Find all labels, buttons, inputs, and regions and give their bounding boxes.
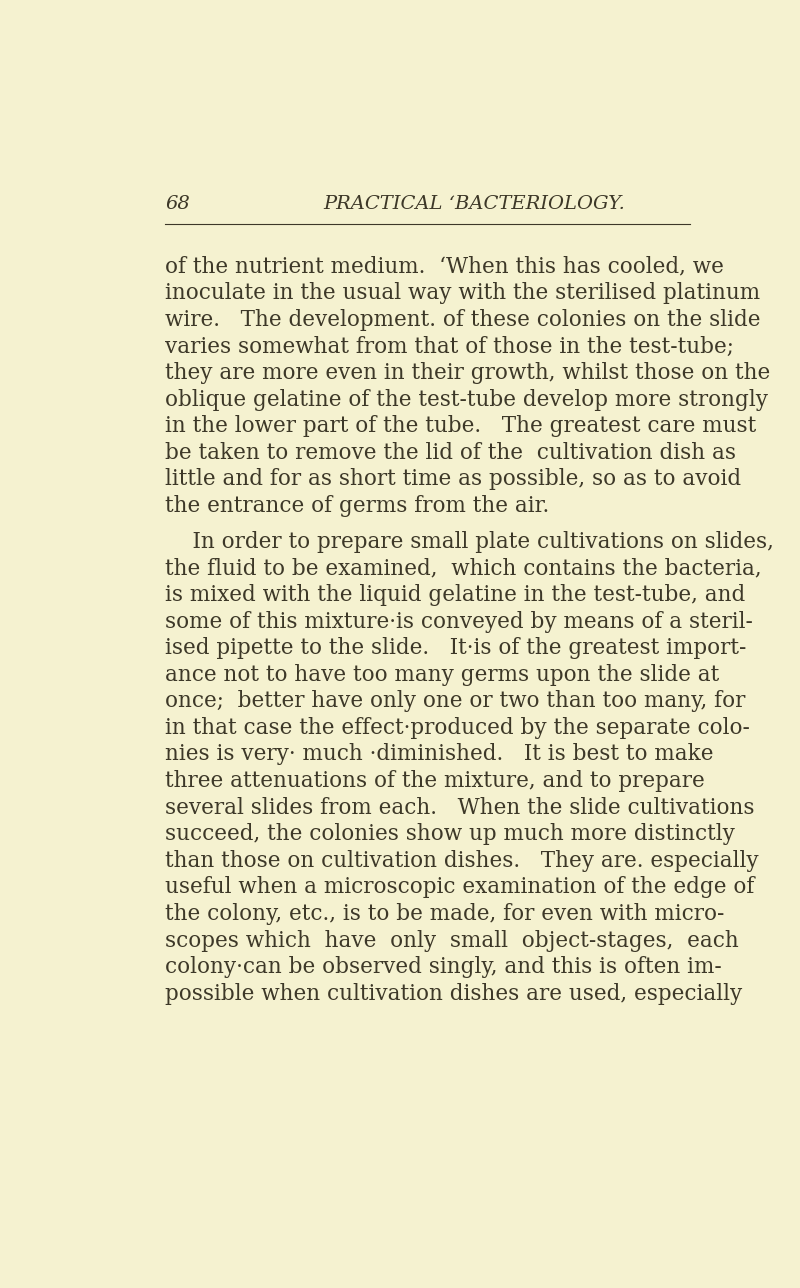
Text: little and for as short time as possible, so as to avoid: little and for as short time as possible… <box>165 469 742 491</box>
Text: useful when a microscopic examination of the edge of: useful when a microscopic examination of… <box>165 876 754 898</box>
Text: 68: 68 <box>165 194 190 213</box>
Text: varies somewhat from that of those in the test-tube;: varies somewhat from that of those in th… <box>165 335 734 358</box>
Text: ised pipette to the slide.   It·is of the greatest import-: ised pipette to the slide. It·is of the … <box>165 638 746 659</box>
Text: ance not to have too many germs upon the slide at: ance not to have too many germs upon the… <box>165 663 719 685</box>
Text: scopes which  have  only  small  object-stages,  each: scopes which have only small object-stag… <box>165 930 739 952</box>
Text: In order to prepare small plate cultivations on slides,: In order to prepare small plate cultivat… <box>165 531 774 553</box>
Text: possible when cultivation dishes are used, especially: possible when cultivation dishes are use… <box>165 983 742 1005</box>
Text: in the lower part of the tube.   The greatest care must: in the lower part of the tube. The great… <box>165 415 756 437</box>
Text: once;  better have only one or two than too many, for: once; better have only one or two than t… <box>165 690 746 712</box>
Text: wire.   The development. of these colonies on the slide: wire. The development. of these colonies… <box>165 309 761 331</box>
Text: than those on cultivation dishes.   They are. especially: than those on cultivation dishes. They a… <box>165 850 758 872</box>
Text: they are more even in their growth, whilst those on the: they are more even in their growth, whil… <box>165 362 770 384</box>
Text: be taken to remove the lid of the  cultivation dish as: be taken to remove the lid of the cultiv… <box>165 442 736 464</box>
Text: the colony, etc., is to be made, for even with micro-: the colony, etc., is to be made, for eve… <box>165 903 725 925</box>
Text: is mixed with the liquid gelatine in the test-tube, and: is mixed with the liquid gelatine in the… <box>165 583 746 605</box>
Text: colony·can be observed singly, and this is often im-: colony·can be observed singly, and this … <box>165 956 722 978</box>
Text: PRACTICAL ‘BACTERIOLOGY.: PRACTICAL ‘BACTERIOLOGY. <box>323 194 625 213</box>
Text: the fluid to be examined,  which contains the bacteria,: the fluid to be examined, which contains… <box>165 558 762 580</box>
Text: three attenuations of the mixture, and to prepare: three attenuations of the mixture, and t… <box>165 770 705 792</box>
Text: succeed, the colonies show up much more distinctly: succeed, the colonies show up much more … <box>165 823 735 845</box>
Text: of the nutrient medium.  ʻWhen this has cooled, we: of the nutrient medium. ʻWhen this has c… <box>165 256 724 278</box>
Text: several slides from each.   When the slide cultivations: several slides from each. When the slide… <box>165 796 754 819</box>
Text: the entrance of germs from the air.: the entrance of germs from the air. <box>165 495 550 516</box>
Text: oblique gelatine of the test-tube develop more strongly: oblique gelatine of the test-tube develo… <box>165 389 768 411</box>
Text: nies is very· much ·diminished.   It is best to make: nies is very· much ·diminished. It is be… <box>165 743 714 765</box>
Text: in that case the effect·produced by the separate colo-: in that case the effect·produced by the … <box>165 717 750 739</box>
Text: some of this mixture·is conveyed by means of a steril-: some of this mixture·is conveyed by mean… <box>165 611 753 632</box>
Text: inoculate in the usual way with the sterilised platinum: inoculate in the usual way with the ster… <box>165 282 760 304</box>
